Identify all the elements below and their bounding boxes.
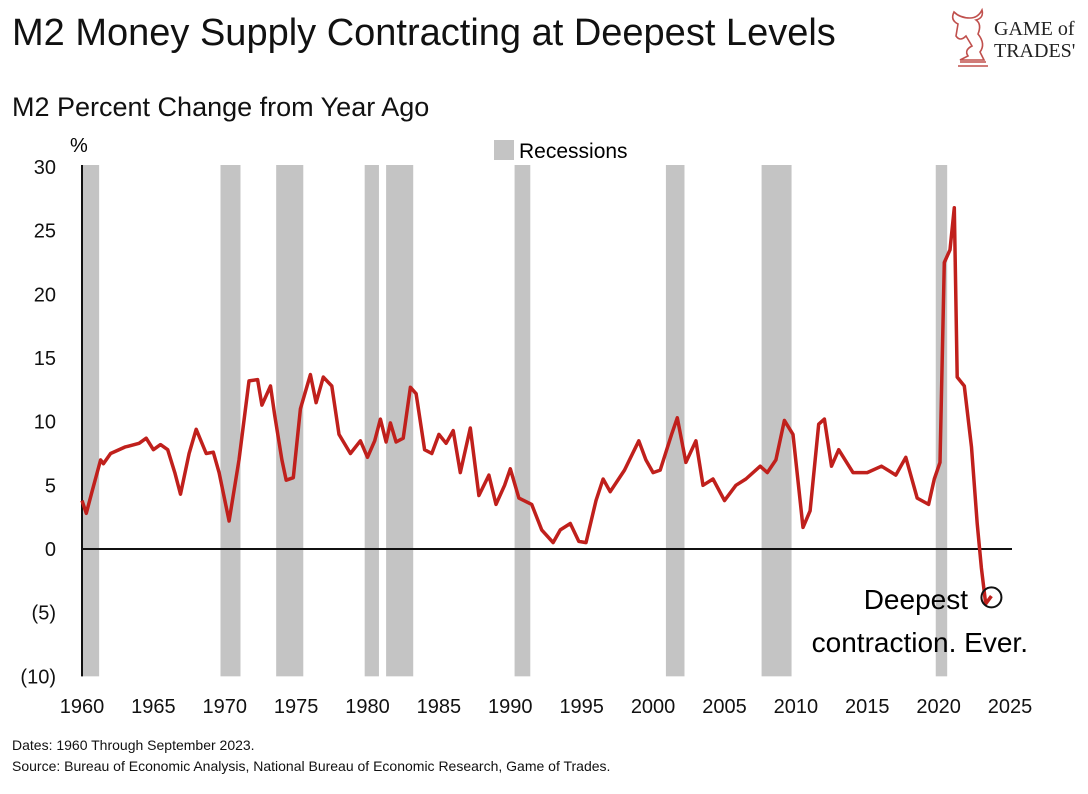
annotation-line2: contraction. Ever. [812, 627, 1028, 658]
y-tick-label: (10) [20, 666, 56, 688]
y-tick-label: 5 [45, 475, 56, 497]
x-tick-label: 2005 [702, 696, 747, 718]
y-tick-label: 25 [34, 221, 56, 243]
footnote-source: Source: Bureau of Economic Analysis, Nat… [12, 758, 611, 774]
logo-text-line2: TRADES' [994, 40, 1076, 62]
x-tick-label: 2025 [988, 696, 1033, 718]
m2-series-line [80, 205, 993, 606]
latest-point-marker [980, 586, 1003, 609]
x-tick-label: 2000 [631, 696, 676, 718]
game-of-trades-logo: GAME of TRADES' [946, 6, 1086, 72]
recession-band [364, 165, 379, 677]
x-tick-label: 1985 [417, 696, 462, 718]
footnote-dates: Dates: 1960 Through September 2023. [12, 737, 255, 753]
x-tick-label: 2020 [916, 696, 961, 718]
y-tick-label: 20 [34, 284, 56, 306]
x-tick-label: 1995 [559, 696, 604, 718]
y-tick-label: (5) [32, 603, 56, 625]
x-tick-label: 1990 [488, 696, 533, 718]
bull-knight-icon [951, 7, 988, 67]
y-tick-label: 0 [45, 539, 56, 561]
recession-band [82, 165, 100, 677]
x-tick-label: 2015 [845, 696, 890, 718]
recession-bands [82, 165, 948, 677]
x-tick-label: 1965 [131, 696, 176, 718]
recession-band [220, 165, 241, 677]
x-tick-label: 1975 [274, 696, 319, 718]
x-tick-label: 1960 [60, 696, 105, 718]
legend-swatch-recessions [494, 140, 514, 160]
y-tick-label: 15 [34, 348, 56, 370]
x-tick-label: 1980 [345, 696, 390, 718]
x-tick-label: 2010 [774, 696, 819, 718]
logo-text-line1: GAME of [994, 18, 1075, 40]
axes [81, 165, 1012, 677]
chart-title: M2 Money Supply Contracting at Deepest L… [12, 12, 836, 54]
y-tick-label: 30 [34, 157, 56, 179]
annotation-line1: Deepest [864, 584, 969, 615]
y-tick-label: 10 [34, 412, 56, 434]
legend-label-recessions: Recessions [519, 140, 628, 163]
recession-band [514, 165, 531, 677]
x-tick-label: 1970 [203, 696, 248, 718]
recession-band [761, 165, 792, 677]
y-axis-label: % [70, 135, 88, 157]
recession-band [386, 165, 414, 677]
chart-subtitle: M2 Percent Change from Year Ago [12, 92, 430, 122]
